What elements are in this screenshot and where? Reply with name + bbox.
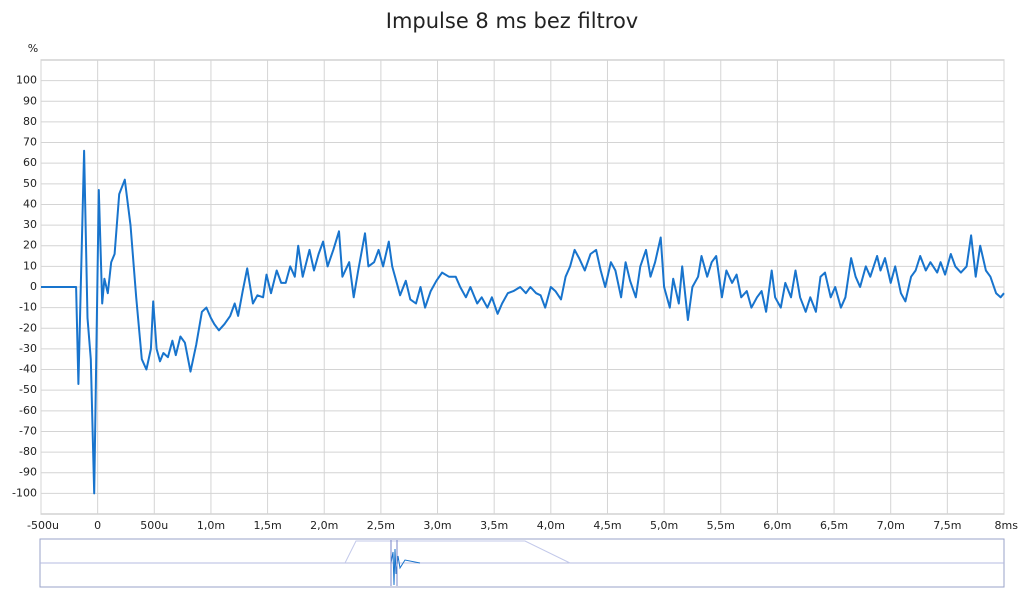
x-tick-label: 8ms [995, 519, 1019, 532]
y-tick-label: 60 [23, 156, 37, 169]
y-tick-label: 50 [23, 177, 37, 190]
y-tick-label: 30 [23, 218, 37, 231]
y-tick-label: -40 [19, 363, 37, 376]
x-tick-label: 6,0m [763, 519, 791, 532]
x-tick-label: 1,5m [253, 519, 281, 532]
y-tick-label: -60 [19, 404, 37, 417]
x-tick-label: 2,5m [367, 519, 395, 532]
x-tick-label: 3,5m [480, 519, 508, 532]
y-tick-label: -10 [19, 301, 37, 314]
x-tick-label: 7,0m [877, 519, 905, 532]
y-axis-label: % [28, 42, 38, 55]
y-tick-label: -30 [19, 342, 37, 355]
y-tick-label: 70 [23, 136, 37, 149]
y-tick-label: -80 [19, 445, 37, 458]
x-tick-label: 4,0m [537, 519, 565, 532]
y-tick-label: 90 [23, 94, 37, 107]
overview-window [344, 540, 571, 564]
y-tick-label: 80 [23, 115, 37, 128]
overview [39, 538, 1005, 588]
y-tick-label: 10 [23, 259, 37, 272]
x-tick-label: 7,5m [933, 519, 961, 532]
x-tick-label: 6,5m [820, 519, 848, 532]
x-tick-label: 5,5m [707, 519, 735, 532]
x-tick-label: 3,0m [423, 519, 451, 532]
x-tick-label: 2,0m [310, 519, 338, 532]
y-tick-label: -90 [19, 466, 37, 479]
plot-area: -100-90-80-70-60-50-40-30-20-10010203040… [12, 59, 1019, 532]
x-tick-label: 4,5m [593, 519, 621, 532]
y-tick-label: -20 [19, 321, 37, 334]
x-tick-label: 1,0m [197, 519, 225, 532]
x-tick-label: -500u [27, 519, 59, 532]
overview-trace [390, 548, 421, 586]
x-tick-label: 0 [94, 519, 101, 532]
y-tick-label: 100 [16, 74, 37, 87]
y-tick-label: -100 [12, 486, 37, 499]
chart-title: Impulse 8 ms bez filtrov [386, 9, 638, 33]
y-tick-label: 40 [23, 197, 37, 210]
y-tick-label: -70 [19, 424, 37, 437]
x-tick-label: 5,0m [650, 519, 678, 532]
x-tick-label: 500u [140, 519, 168, 532]
y-tick-label: 20 [23, 239, 37, 252]
line-series [41, 149, 1005, 495]
y-tick-label: -50 [19, 383, 37, 396]
y-tick-label: 0 [30, 280, 37, 293]
